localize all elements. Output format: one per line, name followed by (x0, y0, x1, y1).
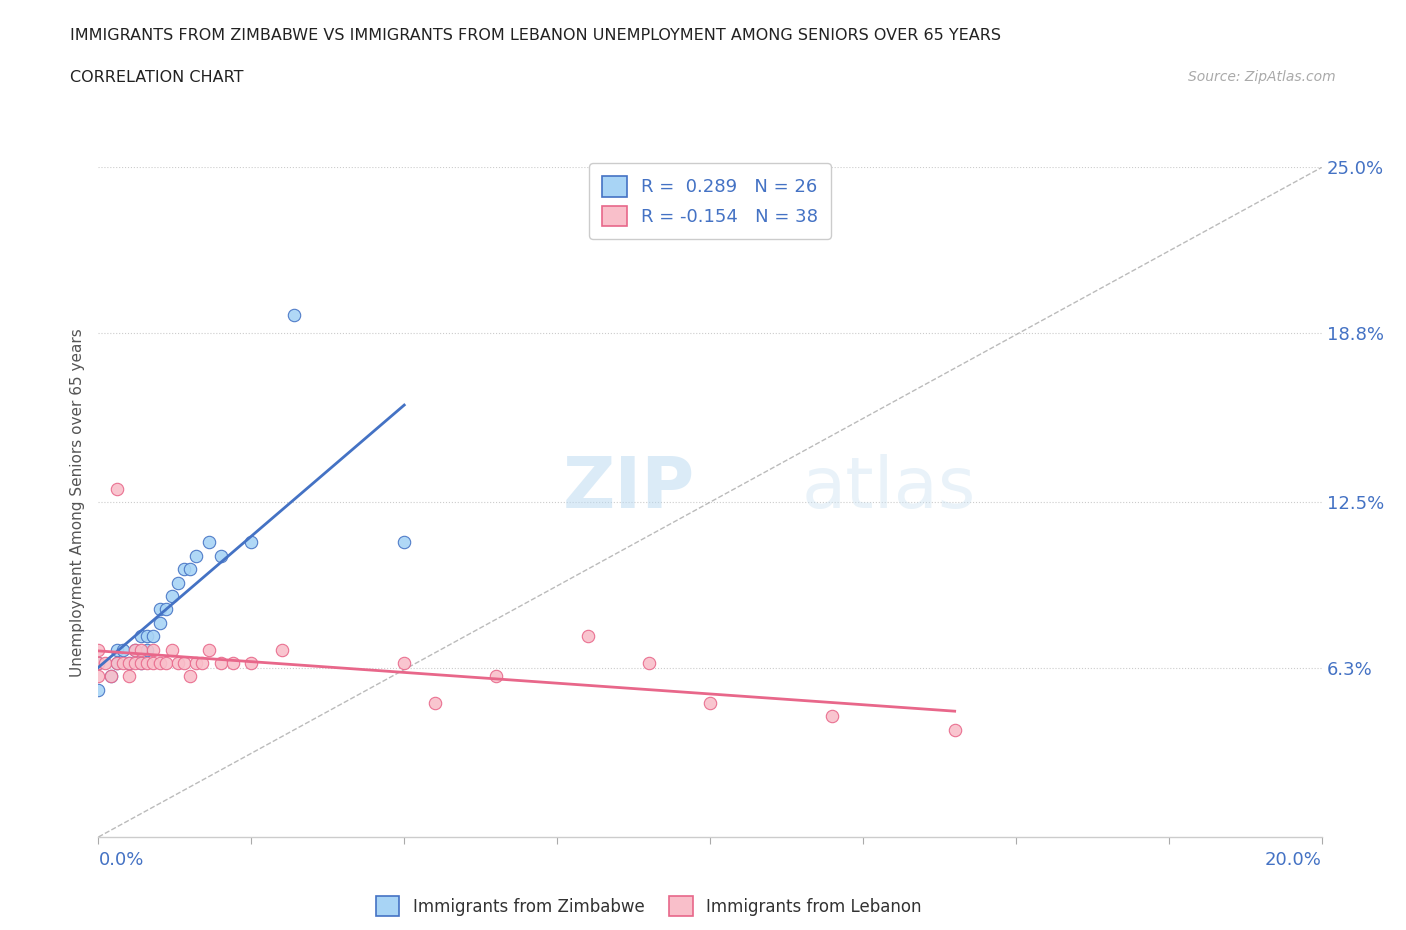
Point (167, 575, 190, 590)
Point (87, 642, 110, 657)
Text: 20.0%: 20.0% (1265, 851, 1322, 869)
Point (93, 656, 115, 671)
Point (87, 683, 110, 698)
Point (392, 656, 416, 671)
Point (118, 656, 141, 671)
Point (136, 642, 159, 657)
Point (186, 656, 208, 671)
Point (149, 656, 172, 671)
Point (423, 696, 446, 711)
Point (149, 602, 172, 617)
Point (87, 656, 110, 671)
Point (87, 669, 110, 684)
Point (576, 629, 599, 644)
Point (160, 642, 183, 657)
Point (129, 629, 152, 644)
Point (155, 602, 177, 617)
Point (270, 642, 292, 657)
Text: IMMIGRANTS FROM ZIMBABWE VS IMMIGRANTS FROM LEBANON UNEMPLOYMENT AMONG SENIORS O: IMMIGRANTS FROM ZIMBABWE VS IMMIGRANTS F… (70, 28, 1001, 43)
Point (111, 656, 134, 671)
Point (149, 616, 172, 631)
Point (637, 656, 661, 671)
Point (136, 629, 159, 644)
Point (821, 709, 844, 724)
Text: 0.0%: 0.0% (98, 851, 143, 869)
Point (111, 642, 134, 657)
Point (129, 656, 152, 671)
Point (124, 642, 146, 657)
Point (118, 669, 141, 684)
Point (173, 656, 195, 671)
Point (197, 642, 219, 657)
Text: ZIP: ZIP (564, 455, 696, 524)
Point (186, 549, 208, 564)
Point (167, 656, 190, 671)
Point (179, 562, 201, 577)
Point (155, 656, 177, 671)
Point (209, 656, 232, 671)
Point (699, 696, 721, 711)
Point (240, 535, 263, 550)
Point (160, 589, 183, 604)
Point (105, 656, 128, 671)
Legend: Immigrants from Zimbabwe, Immigrants from Lebanon: Immigrants from Zimbabwe, Immigrants fro… (370, 890, 928, 923)
Y-axis label: Unemployment Among Seniors over 65 years: Unemployment Among Seniors over 65 years (69, 328, 84, 677)
Point (129, 642, 152, 657)
Point (87, 656, 110, 671)
Point (100, 669, 122, 684)
Point (943, 723, 966, 737)
Point (105, 656, 128, 671)
Point (129, 656, 152, 671)
Point (118, 656, 141, 671)
Point (197, 535, 219, 550)
Point (142, 642, 165, 657)
Point (124, 656, 146, 671)
Point (105, 482, 128, 497)
Point (124, 642, 146, 657)
Point (136, 656, 159, 671)
Point (105, 642, 128, 657)
Point (283, 307, 305, 322)
Point (209, 549, 232, 564)
Point (485, 669, 508, 684)
Point (142, 629, 165, 644)
Point (179, 669, 201, 684)
Point (222, 656, 245, 671)
Point (142, 656, 165, 671)
Point (392, 535, 416, 550)
Point (240, 656, 263, 671)
Text: Source: ZipAtlas.com: Source: ZipAtlas.com (1188, 70, 1336, 84)
Point (173, 562, 195, 577)
Point (191, 656, 214, 671)
Point (100, 669, 122, 684)
Text: CORRELATION CHART: CORRELATION CHART (70, 70, 243, 85)
Text: atlas: atlas (801, 455, 976, 524)
